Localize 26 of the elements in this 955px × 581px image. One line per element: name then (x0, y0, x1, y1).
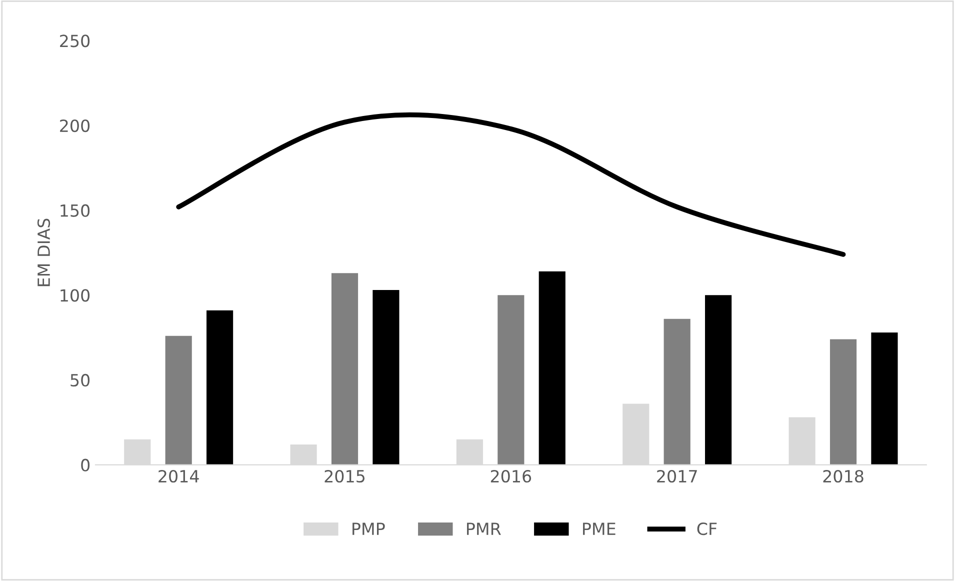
legend-label: CF (697, 522, 717, 536)
bar (830, 339, 857, 465)
bar (165, 336, 192, 465)
x-tick-label: 2017 (657, 470, 697, 483)
bar (538, 271, 566, 465)
bar (664, 318, 690, 465)
bar (372, 290, 400, 465)
x-tick-label: 2015 (324, 470, 365, 483)
legend-label: PMR (467, 522, 501, 535)
x-tick-label: 2016 (490, 470, 532, 483)
x-tick-label: 2014 (158, 470, 199, 483)
bar (498, 295, 524, 465)
y-tick-label: 250 (60, 34, 90, 48)
y-tick-label: 150 (60, 204, 90, 217)
y-tick-label: 0 (81, 458, 90, 472)
y-axis-title: EM DIAS (37, 218, 50, 286)
x-tick-label: 2018 (823, 470, 864, 483)
bar (206, 310, 234, 465)
bar (705, 295, 732, 465)
legend-label: PME (583, 522, 616, 535)
y-tick-label: 50 (70, 374, 90, 387)
y-tick-label: 100 (60, 289, 90, 302)
legend-label: PMP (352, 522, 385, 535)
y-tick-label: 200 (60, 119, 90, 132)
bar (871, 332, 898, 465)
bar (331, 273, 358, 465)
